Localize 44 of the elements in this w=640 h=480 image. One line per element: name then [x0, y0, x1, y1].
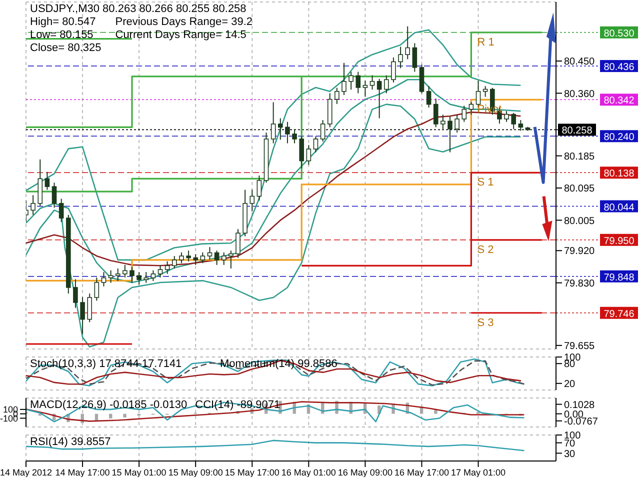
annotation: S 2 [477, 244, 494, 256]
annotation: Pivot [477, 104, 502, 116]
ref-line-label: 79.848 [604, 272, 635, 284]
ref-line-label: 80.436 [604, 62, 635, 74]
annotation: High= 80.547 [30, 16, 96, 29]
ref-line-label: 80.240 [604, 132, 635, 144]
y-tick-label: 79.830 [564, 278, 596, 290]
y-tick-label: 30 [564, 448, 576, 460]
y-tick-label: 80.360 [564, 88, 596, 100]
annotation: Current Days Range= 14.5 [115, 29, 246, 42]
ref-line-label: 79.746 [604, 308, 635, 320]
annotation: Close= 80.325 [30, 42, 102, 55]
y-tick-label: 79.920 [564, 246, 596, 258]
ref-line-label: 80.530 [604, 28, 635, 40]
y-tick-label: 20 [564, 378, 576, 390]
x-tick-label: 16 May 01:00 [281, 467, 336, 478]
ref-line-label: 80.342 [604, 96, 635, 107]
x-tick-label: 17 May 01:00 [450, 467, 506, 478]
chart-title: USDJPY.,M30 80.263 80.266 80.255 80.258 [30, 3, 246, 15]
x-tick-label: 15 May 17:00 [224, 467, 280, 478]
chart-title: MACD(12,26,9) -0.0185 -0.0130 [30, 399, 188, 411]
y-tick-label: 79.655 [564, 340, 596, 352]
y-tick-label: 0.1028 [564, 400, 596, 411]
x-tick-label: 15 May 01:00 [112, 467, 166, 478]
ref-line-label: 80.258 [562, 126, 593, 137]
ref-line-label: 79.950 [604, 236, 635, 247]
x-tick-label: 15 May 09:00 [168, 467, 223, 478]
y-tick-label: 80.095 [564, 184, 596, 195]
x-tick-label: 14 May 2012 [0, 467, 52, 478]
annotation: R 1 [477, 36, 494, 48]
y-tick-label: 80.005 [564, 216, 596, 227]
y-tick-label: 80.450 [564, 56, 596, 68]
annotation: S 3 [477, 316, 494, 329]
ref-line-label: 80.138 [604, 168, 635, 180]
y-tick-label: 80.185 [564, 151, 596, 162]
ref-line-label: 80.044 [604, 202, 635, 214]
annotation: Previous Days Range= 39.2 [115, 16, 253, 29]
x-tick-label: 14 May 17:00 [55, 467, 110, 478]
annotation: Low= 80.155 [30, 29, 94, 42]
chart-title: RSI(14) 39.8557 [30, 436, 111, 448]
annotation: S 1 [477, 176, 494, 189]
y-tick-label: 70 [564, 438, 576, 450]
x-tick-label: 16 May 09:00 [338, 467, 392, 478]
x-tick-label: 16 May 17:00 [394, 467, 450, 478]
